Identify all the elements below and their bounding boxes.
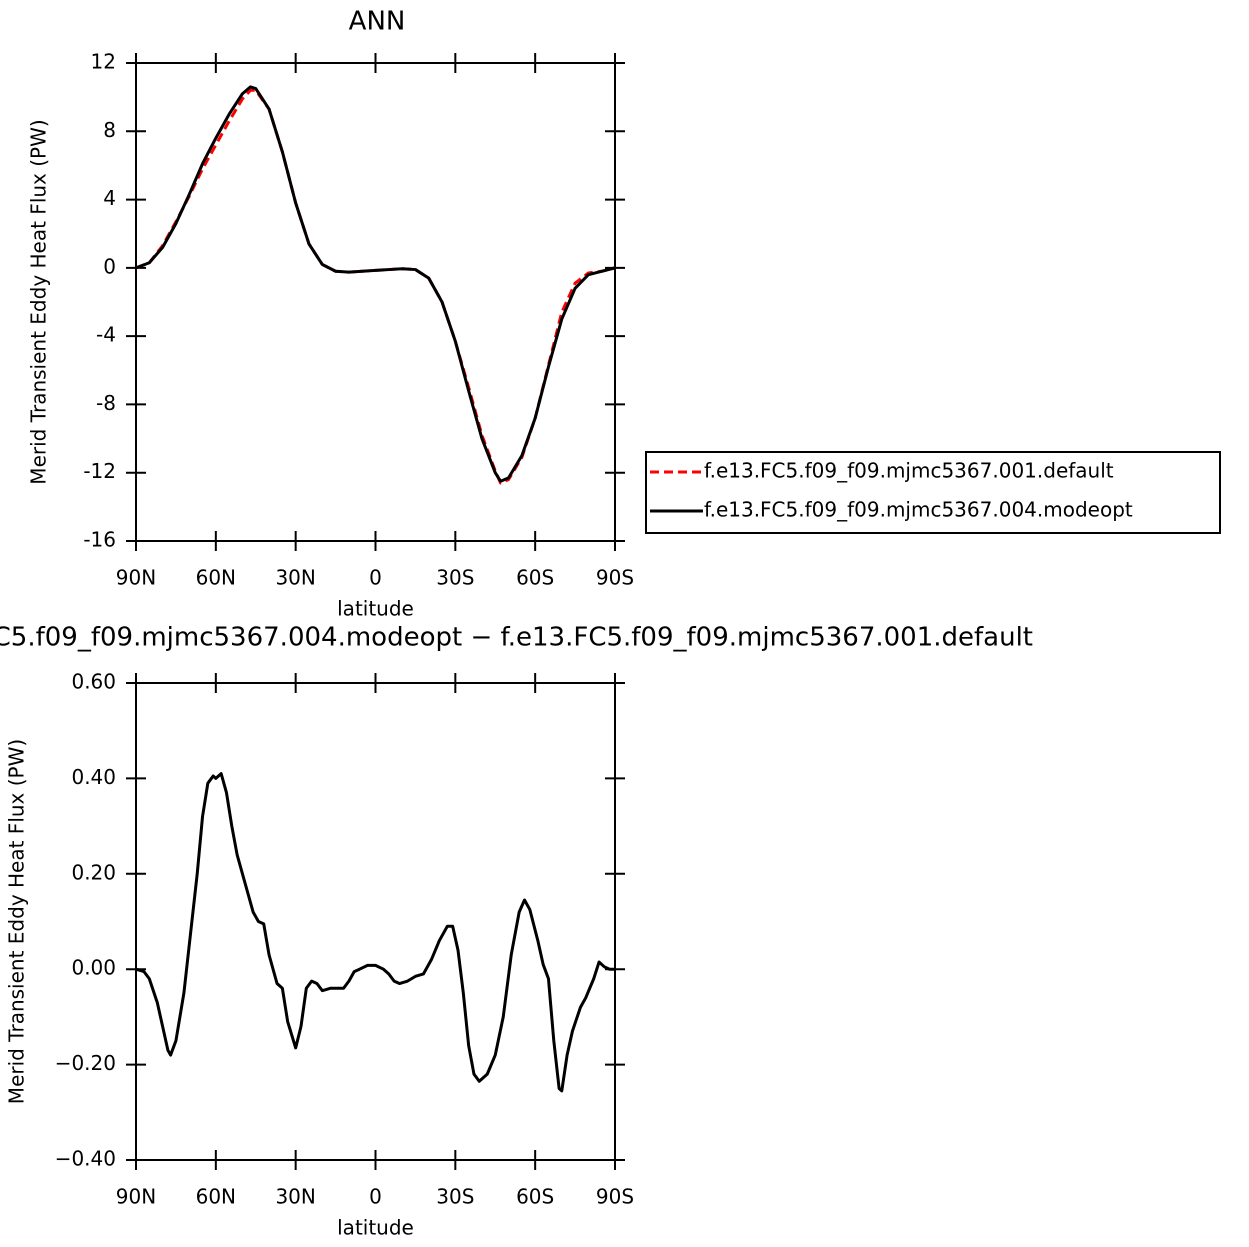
y-tick-label: 12 [91, 50, 116, 74]
x-tick-label: 30N [275, 566, 315, 590]
plot-frame [135, 682, 616, 1161]
y-tick-label: -8 [96, 391, 116, 415]
data-line [135, 85, 616, 483]
legend-label: f.e13.FC5.f09_f09.mjmc5367.001.default [704, 459, 1114, 483]
x-axis-label: latitude [337, 1216, 414, 1240]
x-tick-label: 60S [516, 566, 554, 590]
y-tick-label: 8 [103, 118, 116, 142]
y-tick-label: −0.40 [55, 1147, 116, 1171]
plot-frame [135, 62, 616, 542]
x-tick-label: 60S [516, 1185, 554, 1209]
y-tick-label: −0.20 [55, 1051, 116, 1075]
y-tick-label: 0.60 [71, 670, 116, 694]
y-tick-label: 0.20 [71, 860, 116, 884]
legend-box [645, 451, 1221, 534]
x-tick-label: 0 [369, 566, 382, 590]
x-tick-label: 60N [196, 566, 236, 590]
x-tick-label: 30N [275, 1185, 315, 1209]
x-tick-label: 90S [596, 566, 634, 590]
y-tick-label: -4 [96, 323, 116, 347]
x-tick-label: 30S [436, 566, 474, 590]
x-axis-label: latitude [337, 597, 414, 621]
x-tick-label: 0 [369, 1185, 382, 1209]
y-axis-label: Merid Transient Eddy Heat Flux (PW) [5, 739, 29, 1104]
legend-label: f.e13.FC5.f09_f09.mjmc5367.004.modeopt [704, 498, 1133, 522]
x-tick-label: 30S [436, 1185, 474, 1209]
data-line [135, 772, 615, 1093]
y-axis-label: Merid Transient Eddy Heat Flux (PW) [27, 119, 51, 484]
y-tick-label: -12 [83, 459, 116, 483]
y-tick-label: 0.40 [71, 765, 116, 789]
data-line [135, 88, 616, 485]
x-tick-label: 90N [116, 1185, 156, 1209]
y-tick-label: -16 [83, 528, 116, 552]
y-tick-label: 0.00 [71, 956, 116, 980]
x-tick-label: 90N [116, 566, 156, 590]
y-tick-label: 4 [103, 186, 116, 210]
y-tick-label: 0 [103, 254, 116, 278]
x-tick-label: 90S [596, 1185, 634, 1209]
chart-title: f.e13.FC5.f09_f09.mjmc5367.004.modeopt −… [0, 623, 1033, 653]
chart-title: ANN [349, 7, 406, 37]
x-tick-label: 60N [196, 1185, 236, 1209]
